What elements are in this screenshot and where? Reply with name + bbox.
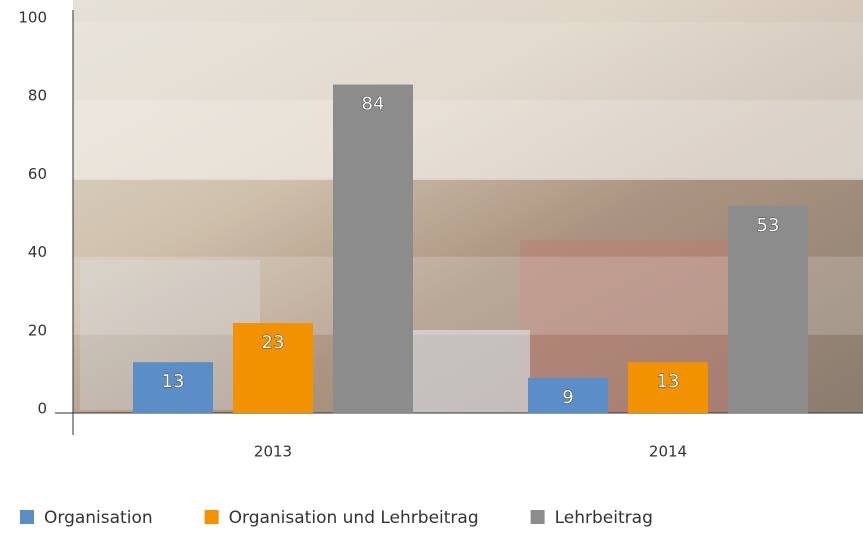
legend-swatch bbox=[531, 510, 545, 524]
y-tick-label: 60 bbox=[28, 165, 47, 183]
y-tick-label: 80 bbox=[28, 87, 47, 105]
y-tick-label: 100 bbox=[18, 9, 47, 27]
grid-band bbox=[73, 22, 863, 100]
y-tick-label: 0 bbox=[37, 400, 47, 418]
legend-label: Organisation bbox=[44, 508, 153, 528]
value-label: 13 bbox=[657, 371, 680, 392]
y-tick-label: 20 bbox=[28, 321, 47, 339]
legend-label: Organisation und Lehrbeitrag bbox=[229, 508, 479, 528]
legend-swatch bbox=[20, 510, 34, 524]
x-tick-label: 2013 bbox=[254, 443, 292, 461]
x-tick-label: 2014 bbox=[649, 443, 687, 461]
value-label: 9 bbox=[562, 387, 573, 408]
y-tick-label: 40 bbox=[28, 243, 47, 261]
value-label: 13 bbox=[162, 371, 185, 392]
grid-band bbox=[73, 100, 863, 178]
legend-swatch bbox=[205, 510, 219, 524]
value-label: 84 bbox=[362, 94, 385, 115]
chart: 13 23 84 9 13 53 0 20 40 60 80 100 2013 2014 Organisa… bbox=[0, 0, 863, 530]
legend-label: Lehrbeitrag bbox=[555, 508, 653, 528]
bar bbox=[728, 206, 808, 413]
value-label: 53 bbox=[757, 215, 780, 236]
value-label: 23 bbox=[262, 332, 285, 353]
bar bbox=[333, 85, 413, 413]
